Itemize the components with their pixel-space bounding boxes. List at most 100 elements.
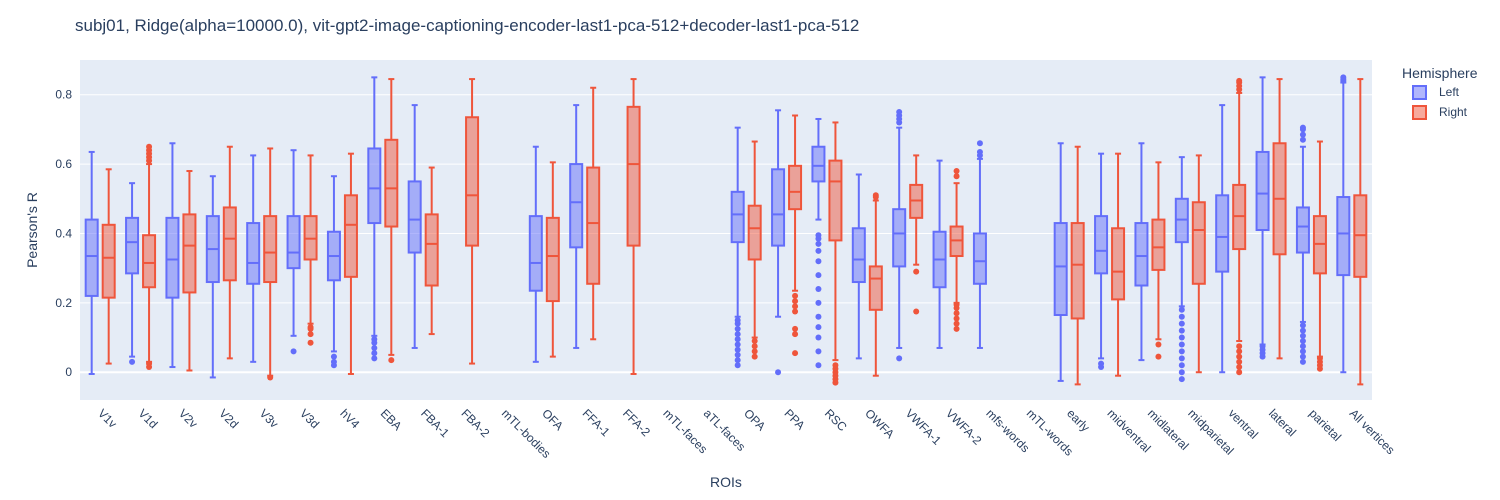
x-tick-label: OPA — [741, 406, 768, 433]
box-right-v2v — [182, 170, 197, 372]
outlier-point — [953, 320, 960, 327]
outlier-point — [307, 331, 314, 338]
iqr-box — [343, 194, 358, 278]
box-left-opa — [730, 126, 745, 369]
outlier-point — [371, 344, 378, 351]
outlier-point — [751, 348, 758, 355]
outlier-point — [1178, 327, 1185, 334]
iqr-box — [1215, 194, 1230, 273]
outlier-point — [775, 369, 782, 376]
outlier-point — [815, 285, 822, 292]
outlier-point — [792, 350, 799, 357]
box-right-v2d — [222, 145, 237, 360]
box-right-fba-1 — [424, 166, 439, 336]
box-right-ppa — [788, 114, 803, 357]
x-tick-label: FBA-2 — [458, 406, 492, 440]
legend-item-right[interactable]: Right — [1412, 105, 1468, 120]
box-left-rsc — [811, 117, 826, 369]
box-right-v1v — [101, 168, 116, 365]
outlier-point — [330, 353, 337, 360]
y-axis-ticks: 0 0.2 0.4 0.6 0.8 — [55, 88, 72, 380]
outlier-point — [1178, 348, 1185, 355]
box-right-fba-2 — [465, 78, 480, 365]
outlier-point — [1299, 124, 1306, 131]
outlier-point — [734, 317, 741, 324]
outlier-point — [1259, 343, 1266, 350]
box-left-lateral — [1255, 76, 1270, 360]
box-left-ventral — [1215, 104, 1230, 374]
x-tick-label: ventral — [1226, 406, 1261, 441]
box-right-ventral — [1232, 77, 1247, 376]
iqr-box — [465, 116, 480, 247]
outlier-point — [146, 360, 153, 367]
y-tick-label: 0 — [65, 365, 72, 379]
outlier-point — [953, 325, 960, 332]
legend-label: Left — [1439, 85, 1460, 99]
box-right-all-vertices — [1353, 78, 1368, 386]
y-tick-label: 0.8 — [55, 88, 72, 102]
iqr-box — [384, 138, 399, 228]
outlier-point — [1299, 343, 1306, 350]
outlier-point — [734, 357, 741, 364]
boxes-layer — [84, 74, 1368, 386]
y-tick-label: 0.6 — [55, 157, 72, 171]
iqr-box — [1111, 227, 1126, 301]
box-left-ppa — [771, 109, 786, 376]
legend: Hemisphere Left Right — [1402, 65, 1478, 120]
outlier-point — [129, 358, 136, 365]
outlier-point — [388, 357, 395, 364]
outlier-point — [1178, 334, 1185, 341]
x-tick-label: VWFA-2 — [943, 406, 985, 448]
x-tick-label: V1d — [135, 406, 160, 431]
outlier-point — [1299, 338, 1306, 345]
box-right-early — [1070, 145, 1085, 386]
outlier-point — [330, 358, 337, 365]
legend-item-left[interactable]: Left — [1412, 85, 1460, 100]
outlier-point — [734, 351, 741, 358]
iqr-box — [868, 265, 883, 311]
outlier-point — [1178, 320, 1185, 327]
iqr-box — [286, 215, 301, 270]
x-tick-label: early — [1064, 406, 1092, 434]
outlier-point — [1178, 362, 1185, 369]
box-right-opa — [747, 140, 762, 360]
outlier-point — [1178, 369, 1185, 376]
iqr-box — [569, 163, 584, 249]
box-left-vwfa-1 — [892, 109, 907, 362]
x-tick-label: V1v — [95, 406, 120, 431]
box-right-rsc — [828, 121, 843, 386]
x-axis-title: ROIs — [710, 474, 742, 490]
outlier-point — [953, 301, 960, 308]
outlier-point — [815, 334, 822, 341]
iqr-box — [771, 168, 786, 247]
box-left-v1d — [125, 182, 140, 365]
box-left-all-vertices — [1336, 74, 1351, 374]
outlier-point — [815, 240, 822, 247]
outlier-point — [953, 168, 960, 175]
outlier-point — [953, 310, 960, 317]
outlier-point — [734, 325, 741, 332]
iqr-box — [851, 227, 866, 284]
box-left-v3v — [246, 154, 261, 363]
x-tick-label: V3v — [257, 406, 282, 431]
outlier-point — [913, 268, 920, 275]
outlier-point — [1178, 376, 1185, 383]
iqr-box — [1191, 201, 1206, 285]
x-axis-ticks: V1v V1d V2v V2d V3v V3d hV4 EBA FBA-1 FBA-2 mTL-bo… — [95, 406, 1398, 461]
outlier-point — [1236, 77, 1243, 84]
box-right-v3v — [263, 147, 278, 381]
outlier-point — [290, 348, 297, 355]
outlier-point — [1178, 306, 1185, 313]
outlier-point — [751, 353, 758, 360]
outlier-point — [1155, 341, 1162, 348]
iqr-box — [788, 164, 803, 211]
outlier-point — [832, 362, 839, 369]
box-left-ofa — [528, 145, 543, 363]
x-tick-label: V3d — [297, 406, 322, 431]
iqr-box — [367, 147, 382, 225]
outlier-point — [896, 109, 903, 116]
outlier-point — [815, 272, 822, 279]
box-left-midparietal — [1174, 156, 1189, 383]
x-tick-label: hV4 — [337, 406, 362, 431]
outlier-point — [913, 308, 920, 315]
